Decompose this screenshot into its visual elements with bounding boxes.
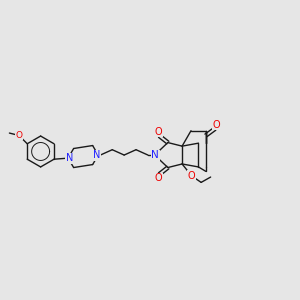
Text: O: O	[15, 131, 22, 140]
Text: O: O	[188, 171, 195, 181]
Text: N: N	[93, 150, 100, 160]
Text: O: O	[212, 120, 220, 130]
Text: N: N	[66, 153, 73, 163]
Text: O: O	[154, 127, 162, 137]
Text: N: N	[152, 150, 159, 160]
Text: O: O	[154, 173, 162, 183]
